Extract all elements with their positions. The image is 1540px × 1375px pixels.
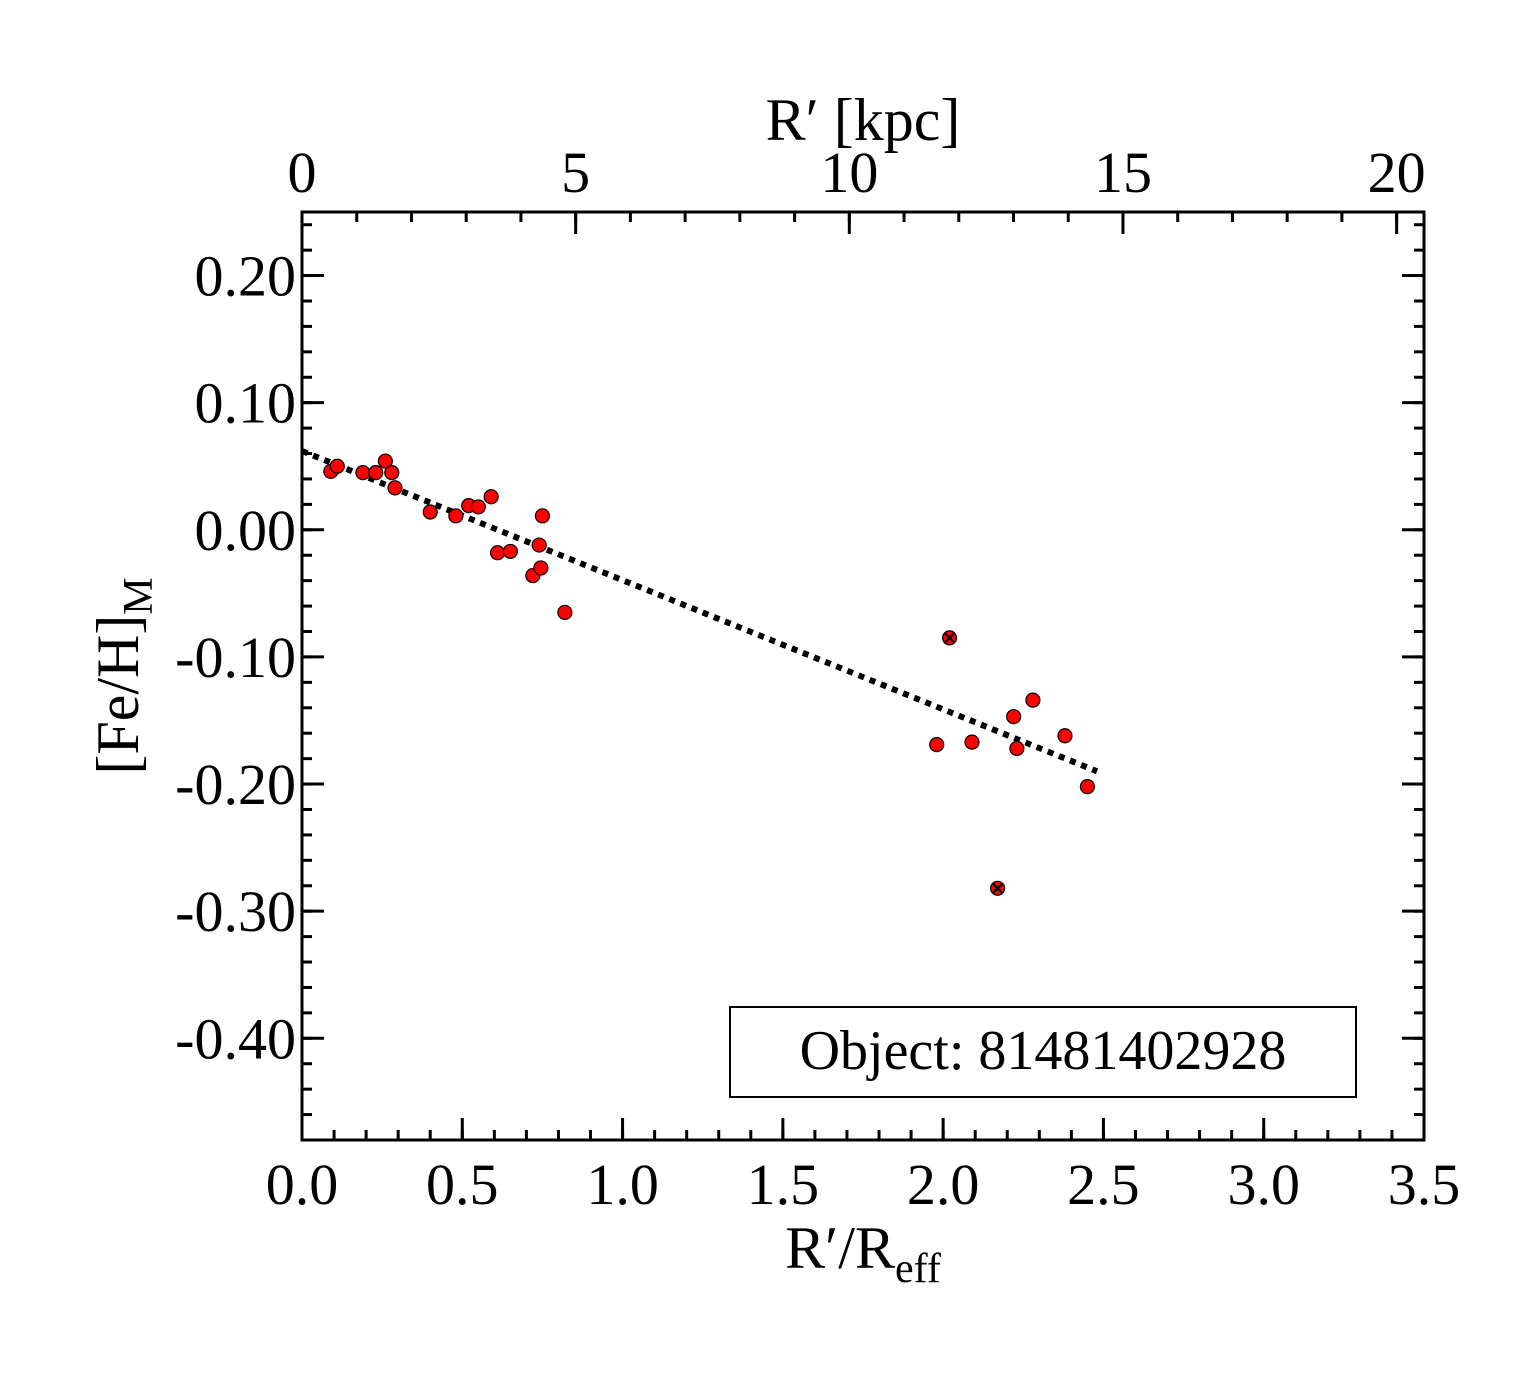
rejected-point-cross	[943, 632, 956, 644]
x-tick-label: 3.5	[1388, 1152, 1461, 1217]
fit-line	[300, 448, 1099, 775]
top-x-tick-label: 10	[820, 140, 878, 205]
axis-ticks	[300, 212, 1426, 1142]
y-tick-label: -0.20	[175, 752, 296, 817]
tick-labels-layer: 0.0 0.5 1.0 1.5 2.0 2.5 3.0 3.5 0 5 10 15 20 0.20 0.10…	[175, 140, 1460, 1217]
data-point	[1079, 778, 1096, 795]
x-axis-title: R′/Reff	[785, 1215, 941, 1292]
x-tick-label: 1.5	[747, 1152, 820, 1217]
data-point	[355, 465, 371, 481]
x-tick-label: 1.0	[586, 1152, 659, 1217]
data-points-layer	[323, 453, 1096, 896]
y-axis-title: [Fe/H]M	[85, 577, 162, 774]
data-point	[483, 489, 499, 505]
data-point	[1006, 709, 1022, 725]
y-tick-label: 0.10	[195, 371, 297, 436]
data-point	[368, 465, 384, 481]
y-tick-label: 0.00	[195, 498, 297, 563]
data-point	[929, 737, 945, 753]
data-point	[470, 499, 486, 515]
rejected-point-cross	[991, 882, 1004, 895]
data-point	[502, 543, 518, 560]
y-tick-label: -0.10	[175, 625, 296, 690]
data-point	[489, 545, 506, 561]
data-point	[1025, 692, 1041, 708]
annotation-text: Object: 81481402928	[800, 1020, 1287, 1082]
data-point	[557, 604, 573, 621]
x-tick-label: 2.0	[907, 1152, 980, 1217]
x-axis-title-sub: eff	[895, 1246, 941, 1292]
data-point	[964, 734, 980, 750]
top-x-axis-title: R′ [kpc]	[766, 87, 961, 153]
data-point	[448, 508, 464, 524]
top-x-tick-label: 0	[288, 140, 317, 205]
data-point	[1009, 740, 1025, 757]
fit-line-layer	[300, 448, 1099, 775]
top-x-tick-label: 15	[1094, 140, 1152, 205]
plot-frame	[300, 210, 1426, 1142]
x-axis-title-main: R′/R	[785, 1215, 895, 1281]
data-point	[1057, 728, 1073, 744]
x-tick-label: 0.0	[266, 1152, 339, 1217]
annotation-box	[729, 1006, 1357, 1098]
data-point	[534, 508, 551, 524]
data-point	[531, 537, 547, 553]
y-axis-title-main: [Fe/H]	[85, 615, 151, 775]
x-tick-label: 3.0	[1227, 1152, 1300, 1217]
top-x-tick-label: 5	[561, 140, 590, 205]
data-point	[377, 453, 393, 469]
y-tick-label: -0.30	[175, 879, 296, 944]
data-point	[387, 480, 403, 496]
y-tick-label: 0.20	[195, 244, 297, 309]
y-axis-title-sub: M	[116, 577, 162, 614]
data-point	[422, 504, 438, 520]
data-point	[384, 465, 400, 481]
data-point	[329, 458, 345, 474]
y-tick-label: -0.40	[175, 1006, 296, 1071]
data-point	[533, 560, 549, 576]
x-tick-label: 0.5	[426, 1152, 499, 1217]
top-x-tick-label: 20	[1368, 140, 1426, 205]
x-tick-label: 2.5	[1067, 1152, 1140, 1217]
